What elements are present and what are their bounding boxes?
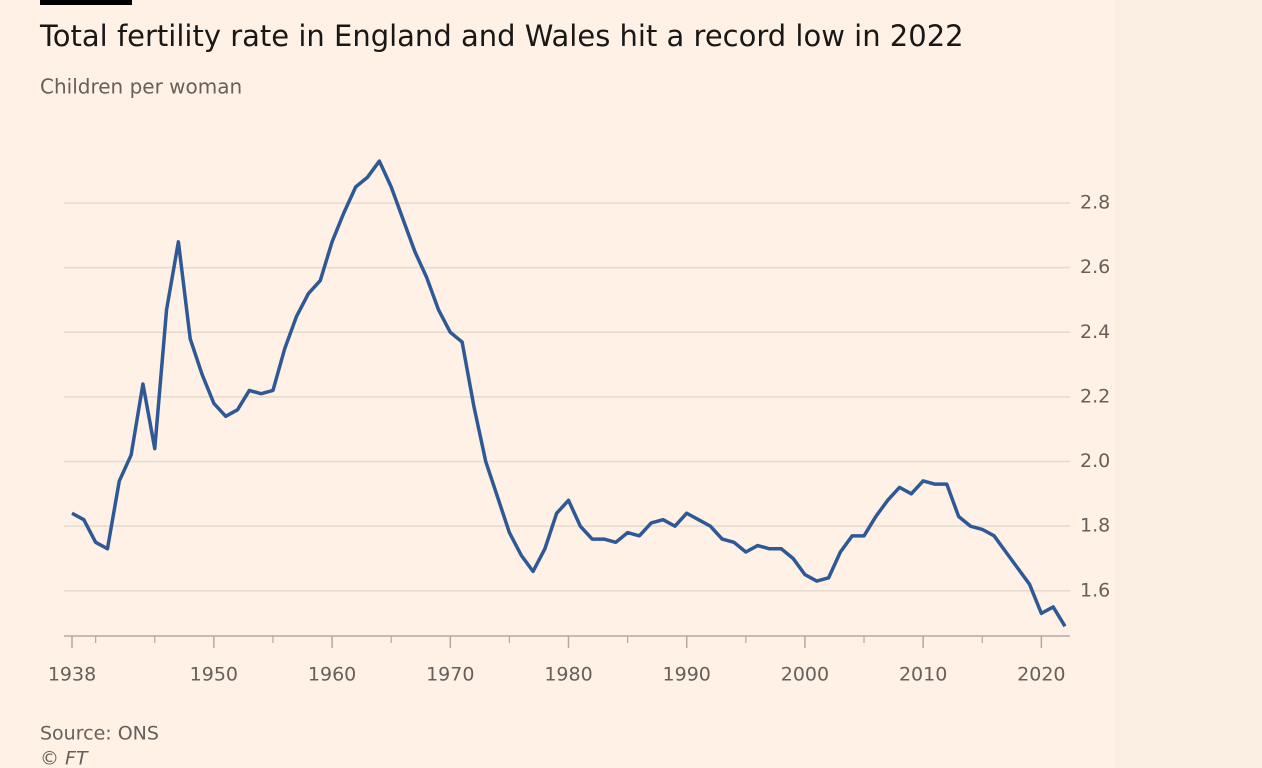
- y-tick-label: 2.2: [1080, 385, 1110, 407]
- chart-subtitle: Children per woman: [40, 75, 242, 99]
- x-tick-label: 1990: [663, 664, 711, 686]
- x-tick-label: 2000: [781, 664, 829, 686]
- side-strip: [1115, 0, 1262, 768]
- x-tick-label: 1950: [190, 664, 238, 686]
- chart-title: Total fertility rate in England and Wale…: [39, 19, 964, 53]
- x-tick-label: 2010: [899, 664, 947, 686]
- y-tick-label: 2.8: [1080, 192, 1110, 214]
- credit: © FT: [40, 748, 89, 768]
- y-tick-label: 2.6: [1080, 256, 1110, 278]
- top-bar: [40, 0, 132, 5]
- x-tick-label: 1938: [48, 664, 96, 686]
- x-tick-label: 2020: [1017, 664, 1065, 686]
- x-tick-label: 1960: [308, 664, 356, 686]
- y-tick-label: 1.8: [1080, 515, 1110, 537]
- x-tick-label: 1980: [544, 664, 592, 686]
- y-tick-label: 1.6: [1080, 579, 1110, 601]
- data-line: [71, 159, 1067, 628]
- x-tick-label: 1970: [426, 664, 474, 686]
- source: Source: ONS: [40, 723, 159, 745]
- y-tick-label: 2.0: [1080, 450, 1110, 472]
- y-tick-label: 2.4: [1080, 321, 1110, 343]
